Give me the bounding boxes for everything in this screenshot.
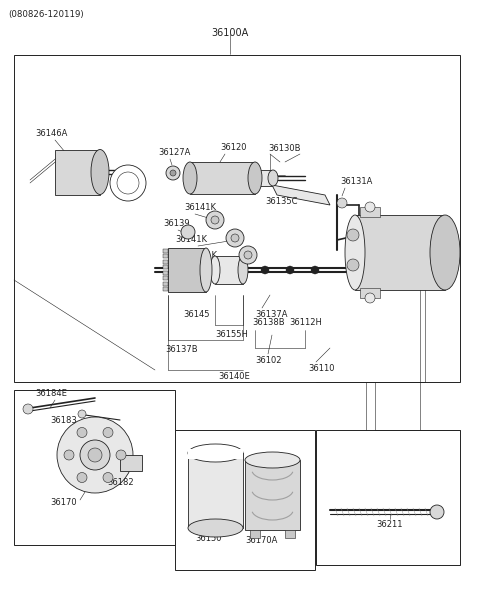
Text: 36100A: 36100A — [211, 28, 249, 38]
Ellipse shape — [188, 444, 243, 462]
Text: 36139: 36139 — [163, 219, 190, 228]
Text: 36102: 36102 — [255, 356, 281, 365]
Circle shape — [78, 410, 86, 418]
Bar — [175, 430, 315, 570]
Ellipse shape — [200, 248, 212, 292]
Circle shape — [231, 234, 239, 242]
Polygon shape — [272, 185, 330, 205]
Ellipse shape — [245, 452, 300, 468]
Circle shape — [103, 473, 113, 483]
Bar — [255, 170, 273, 186]
Bar — [250, 530, 260, 538]
Bar — [245, 460, 300, 530]
Circle shape — [311, 266, 319, 274]
Circle shape — [181, 225, 195, 239]
Bar — [163, 271, 168, 275]
Circle shape — [77, 473, 87, 483]
Text: 36120: 36120 — [220, 143, 247, 152]
Ellipse shape — [248, 162, 262, 194]
Ellipse shape — [91, 149, 109, 195]
Circle shape — [110, 165, 146, 201]
Bar — [190, 162, 255, 194]
Ellipse shape — [183, 162, 197, 194]
Text: 36138B: 36138B — [252, 318, 285, 327]
Bar — [163, 282, 168, 285]
Ellipse shape — [210, 256, 220, 284]
Circle shape — [88, 448, 102, 462]
Circle shape — [23, 404, 33, 414]
Circle shape — [430, 505, 444, 519]
Circle shape — [365, 202, 375, 212]
Text: 36130B: 36130B — [268, 144, 300, 153]
Circle shape — [261, 266, 269, 274]
Circle shape — [64, 450, 74, 460]
Bar — [188, 449, 203, 459]
Text: 36170: 36170 — [50, 498, 77, 507]
Bar — [360, 288, 380, 298]
Circle shape — [116, 450, 126, 460]
Bar — [163, 265, 168, 269]
Ellipse shape — [238, 256, 248, 284]
Text: 36141K: 36141K — [185, 251, 217, 260]
Bar — [215, 256, 243, 284]
Circle shape — [103, 428, 113, 437]
Text: 36127A: 36127A — [158, 148, 191, 157]
Polygon shape — [55, 150, 100, 195]
Bar — [355, 215, 445, 290]
Circle shape — [117, 172, 139, 194]
Bar — [14, 55, 460, 382]
Text: 36137A: 36137A — [255, 310, 288, 319]
Bar — [228, 449, 243, 459]
Circle shape — [57, 417, 133, 493]
Bar — [163, 287, 168, 291]
Bar — [163, 249, 168, 253]
Text: 36182: 36182 — [107, 478, 133, 487]
Circle shape — [77, 428, 87, 437]
Bar — [163, 276, 168, 280]
Text: 36211: 36211 — [377, 520, 403, 529]
Text: 36146A: 36146A — [35, 129, 67, 138]
Text: 36137B: 36137B — [165, 345, 198, 354]
Circle shape — [211, 216, 219, 224]
Circle shape — [170, 170, 176, 176]
Text: 36183: 36183 — [50, 416, 77, 425]
Circle shape — [365, 293, 375, 303]
Bar — [188, 453, 243, 528]
Circle shape — [80, 440, 110, 470]
Bar — [360, 207, 380, 217]
Text: (080826-120119): (080826-120119) — [8, 10, 84, 19]
Text: 36112H: 36112H — [289, 318, 322, 327]
Circle shape — [206, 211, 224, 229]
Circle shape — [239, 246, 257, 264]
Circle shape — [337, 198, 347, 208]
Ellipse shape — [188, 519, 243, 537]
Text: 36184E: 36184E — [35, 389, 67, 398]
Ellipse shape — [268, 170, 278, 186]
Bar — [163, 254, 168, 259]
Circle shape — [286, 266, 294, 274]
Bar — [14, 390, 175, 545]
Bar — [120, 455, 142, 471]
Bar — [285, 530, 295, 538]
Bar — [316, 430, 460, 565]
Text: 36155H: 36155H — [215, 330, 248, 339]
Bar — [168, 248, 206, 292]
Text: 36141K: 36141K — [184, 203, 216, 212]
Bar — [163, 260, 168, 264]
Text: 36140E: 36140E — [218, 372, 250, 381]
Circle shape — [244, 251, 252, 259]
Text: 36135C: 36135C — [265, 197, 298, 206]
Circle shape — [226, 229, 244, 247]
Text: 36131A: 36131A — [340, 177, 372, 186]
Ellipse shape — [345, 215, 365, 290]
Ellipse shape — [430, 215, 460, 290]
Text: 36110: 36110 — [308, 364, 335, 373]
Text: 36141K: 36141K — [175, 235, 207, 244]
Text: 36145: 36145 — [183, 310, 209, 319]
Circle shape — [347, 229, 359, 241]
Circle shape — [347, 259, 359, 271]
Text: 36170A: 36170A — [245, 536, 277, 545]
Circle shape — [166, 166, 180, 180]
Text: 36150: 36150 — [195, 534, 221, 543]
